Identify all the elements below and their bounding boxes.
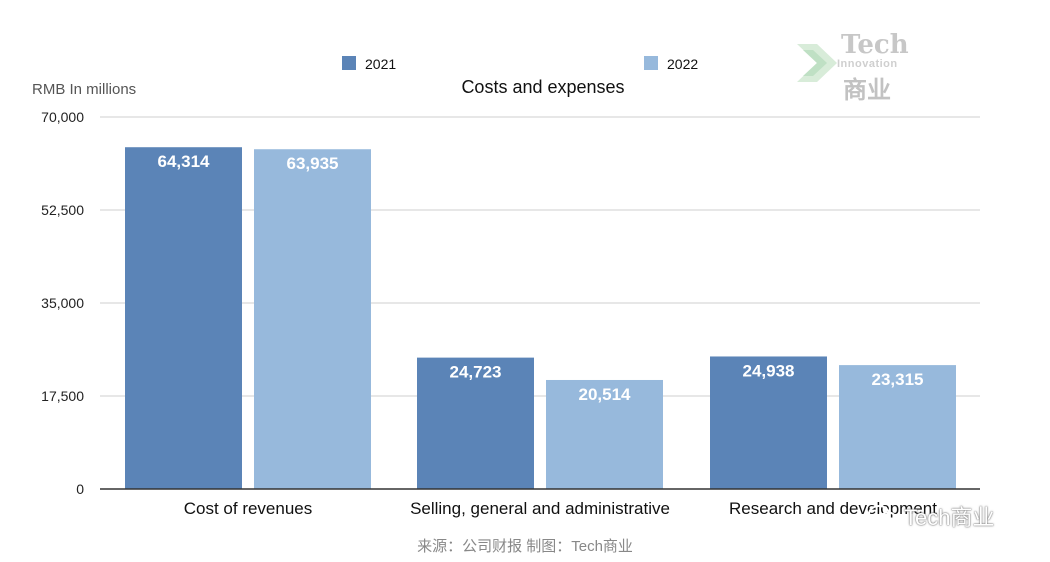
legend-label: 2021 [365,56,396,72]
data-label: 23,315 [872,370,924,389]
wechat-icon [868,505,897,527]
x-tick-label: Selling, general and administrative [410,499,670,518]
bar [254,149,371,489]
data-label: 24,723 [450,363,502,382]
data-label: 64,314 [158,152,211,171]
x-tick-label: Cost of revenues [184,499,313,518]
bar [125,147,242,489]
y-tick-label: 0 [76,481,84,497]
y-axis-label: RMB In millions [32,81,136,98]
watermark-tech: Tech [841,30,909,60]
bar [546,379,663,489]
data-label: 24,938 [743,361,795,380]
chevron-logo-icon [797,44,837,82]
watermark-innovation: Innovation [837,58,898,70]
bar [839,365,956,489]
watermark-bottom-text: Tech商业 [904,505,995,530]
y-tick-label: 70,000 [41,109,84,125]
chart-title: Costs and expenses [461,77,624,97]
data-label: 63,935 [287,154,339,173]
brand-watermark: Tech Innovation 商业 [795,30,925,104]
legend-swatch [644,56,658,70]
y-tick-label: 17,500 [41,388,84,404]
data-label: 20,514 [579,385,632,404]
wechat-watermark: Tech商业 [868,500,994,532]
source-credit: 来源：公司财报 制图：Tech商业 [417,538,633,555]
y-tick-label: 35,000 [41,295,84,311]
watermark-cn: 商业 [843,77,891,104]
y-tick-label: 52,500 [41,202,84,218]
bar [710,356,827,489]
bar [417,357,534,489]
legend-swatch [342,56,356,70]
legend-label: 2022 [667,56,698,72]
